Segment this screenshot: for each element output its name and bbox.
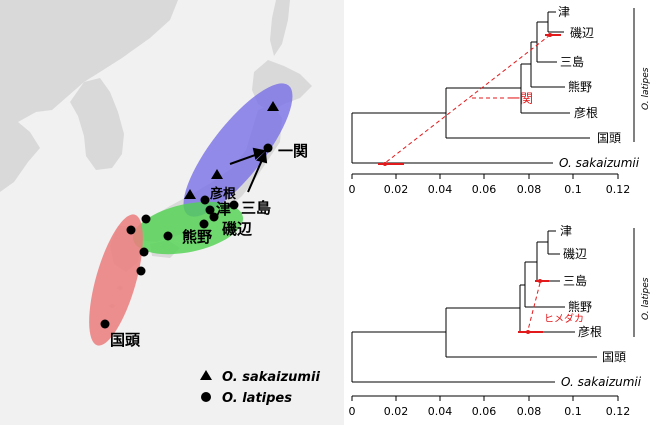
mainland-asia [0, 0, 178, 192]
legend-latipes: O. latipes [222, 391, 292, 406]
korean-peninsula [70, 78, 124, 170]
legend-sakaizumii: O. sakaizumii [222, 370, 320, 385]
tip-kunigami: 国頭 [602, 350, 626, 364]
sample-triangle [184, 189, 196, 199]
tip-hikone: 彦根 [578, 324, 602, 339]
sakhalin [270, 0, 290, 56]
sample-circle [199, 219, 209, 229]
tip-tsu: 津 [558, 5, 570, 19]
sample-triangle [211, 169, 223, 179]
tip-sakaizumii: O. sakaizumii [559, 156, 640, 170]
tip-isobe: 磯辺 [570, 26, 594, 40]
sample-circle [229, 200, 239, 210]
label-mishima: 三島 [241, 199, 271, 217]
annotation-ichinoseki: 一関 [507, 92, 533, 107]
sakaizumii-region [183, 83, 293, 217]
clade-label-bottom: O. latipes [641, 277, 651, 320]
tick-label: 0.12 [606, 183, 631, 196]
sample-triangle [267, 101, 279, 111]
label-kumano: 熊野 [182, 228, 212, 246]
map-panel: 一関 彦根 津 三島 熊野 磯辺 国頭 O. sakaizumii O. lat… [0, 0, 344, 425]
tick-label: 0.04 [428, 405, 453, 418]
legend-circle-icon [201, 392, 211, 402]
tick-label: 0.08 [517, 405, 542, 418]
tick-label: 0.02 [384, 405, 409, 418]
tick-label: 0.02 [384, 183, 409, 196]
latipes-region-south [89, 214, 143, 346]
sample-circle [205, 205, 215, 215]
tip-tsu: 津 [560, 224, 572, 238]
tip-kumano: 熊野 [568, 299, 592, 314]
tip-kumano: 熊野 [568, 79, 592, 94]
axis-bottom: 0 0.02 0.04 0.06 0.08 0.1 0.12 [349, 395, 631, 418]
tick-label: 0.08 [517, 183, 542, 196]
tick-label: 0.1 [564, 405, 582, 418]
sample-circle [163, 231, 173, 241]
clade-label-top: O. latipes [641, 67, 651, 110]
tick-label: 0 [349, 405, 356, 418]
tree-top-annotation: 一関 [378, 33, 561, 166]
tree-bottom-tips: 津 磯辺 三島 熊野 彦根 国頭 O. sakaizumii [560, 224, 642, 389]
tick-label: 0.12 [606, 405, 631, 418]
axis-top: 0 0.02 0.04 0.06 0.08 0.1 0.12 [349, 173, 631, 196]
sample-circle [141, 214, 151, 224]
sakaizumii-points [184, 101, 279, 199]
tick-label: 0.04 [428, 183, 453, 196]
legend-triangle-icon [200, 370, 212, 380]
tip-kunigami: 国頭 [597, 131, 621, 145]
tick-label: 0.06 [472, 183, 497, 196]
tip-hikone: 彦根 [574, 105, 598, 120]
tick-label: 0.06 [472, 405, 497, 418]
honshu [134, 104, 282, 242]
tick-label: 0 [349, 183, 356, 196]
sample-circle [263, 143, 273, 153]
label-tsu: 津 [216, 200, 231, 218]
tick-label: 0.1 [564, 183, 582, 196]
sample-circle [126, 225, 136, 235]
sample-circle [200, 195, 210, 205]
tip-mishima: 三島 [560, 54, 584, 69]
label-hikone: 彦根 [210, 186, 237, 202]
tip-mishima: 三島 [563, 273, 587, 288]
tip-isobe: 磯辺 [563, 247, 587, 261]
tree-top-tips: 津 磯辺 三島 熊野 彦根 国頭 O. sakaizumii [558, 5, 640, 170]
latipes-points [100, 143, 273, 329]
tree-bottom-annotation: ヒメダカ [518, 279, 584, 334]
tip-sakaizumii: O. sakaizumii [561, 375, 642, 389]
migration-arrows [229, 147, 268, 193]
map-legend: O. sakaizumii O. latipes [200, 370, 320, 406]
label-ichinoseki: 一関 [278, 142, 308, 160]
annotation-himedaka: ヒメダカ [544, 312, 584, 325]
sample-circle [136, 266, 146, 276]
sample-circle [100, 319, 110, 329]
label-isobe: 磯辺 [222, 220, 253, 238]
sample-circle [209, 212, 219, 222]
sample-circle [139, 247, 149, 257]
label-kunigami: 国頭 [110, 331, 141, 349]
